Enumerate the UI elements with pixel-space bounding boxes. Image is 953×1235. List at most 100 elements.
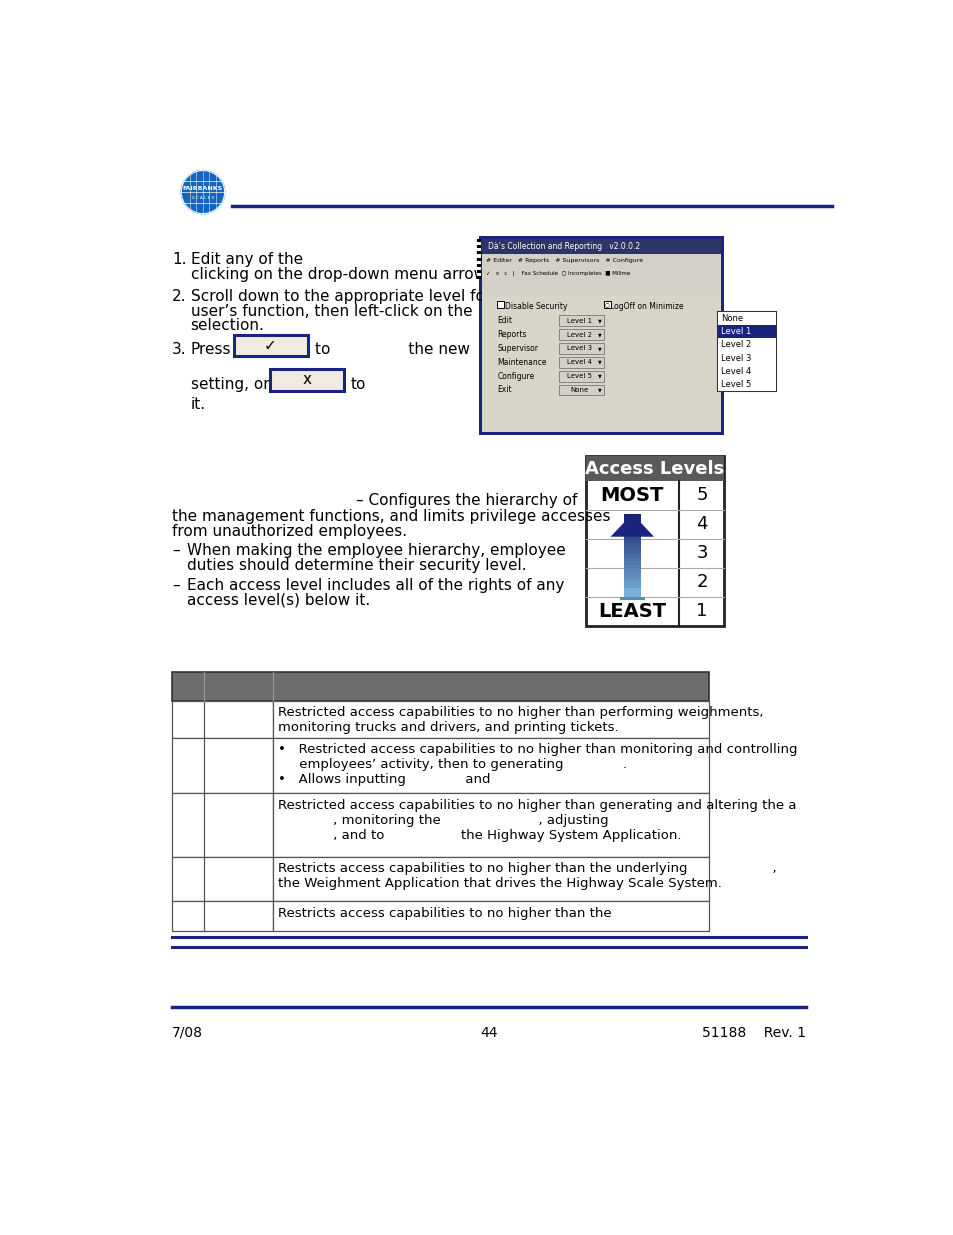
Bar — [172, 672, 708, 701]
Bar — [623, 579, 640, 583]
Text: ▼: ▼ — [598, 332, 601, 337]
Bar — [623, 588, 640, 590]
Bar — [623, 514, 640, 516]
Text: x: x — [302, 373, 311, 388]
Bar — [623, 588, 640, 598]
Bar — [623, 537, 640, 541]
Text: FAIRBANKS: FAIRBANKS — [183, 185, 223, 190]
Bar — [623, 516, 640, 519]
Text: selection.: selection. — [191, 319, 264, 333]
Text: Restricted access capabilities to no higher than performing weighments,
monitori: Restricted access capabilities to no hig… — [278, 706, 762, 735]
Bar — [623, 556, 640, 559]
Bar — [558, 330, 604, 340]
Bar — [717, 338, 775, 352]
Text: Level 4: Level 4 — [566, 359, 592, 366]
FancyBboxPatch shape — [233, 335, 307, 356]
Text: When making the employee hierarchy, employee: When making the employee hierarchy, empl… — [187, 543, 566, 558]
Bar — [558, 343, 604, 353]
Text: Level 1: Level 1 — [720, 327, 751, 336]
Text: 3: 3 — [696, 545, 707, 562]
Text: to: to — [350, 377, 365, 391]
Bar — [623, 548, 640, 551]
Text: 44: 44 — [479, 1026, 497, 1040]
Bar — [717, 364, 775, 378]
Text: user’s function, then left-click on the: user’s function, then left-click on the — [191, 304, 472, 319]
Bar — [204, 739, 273, 793]
Text: ▼: ▼ — [598, 346, 601, 351]
Bar — [273, 793, 708, 857]
Bar — [273, 902, 708, 930]
Bar — [623, 542, 640, 546]
Bar — [623, 558, 640, 562]
Text: Restricts access capabilities to no higher than the: Restricts access capabilities to no high… — [278, 906, 611, 920]
Bar — [623, 572, 640, 574]
Text: to                the new: to the new — [314, 342, 469, 357]
Bar — [717, 325, 775, 338]
Bar — [481, 240, 720, 431]
Text: LEAST: LEAST — [598, 601, 665, 621]
Text: Level 2: Level 2 — [566, 331, 592, 337]
Bar — [172, 902, 204, 930]
Text: 3.: 3. — [172, 342, 187, 357]
Text: 7/08: 7/08 — [172, 1026, 203, 1040]
FancyBboxPatch shape — [270, 369, 344, 390]
Text: Restricts access capabilities to no higher than the underlying                  : Restricts access capabilities to no high… — [278, 862, 776, 890]
Text: Edit: Edit — [497, 316, 512, 325]
Text: 4: 4 — [696, 515, 707, 534]
Text: 2: 2 — [696, 573, 707, 592]
Text: Level 1: Level 1 — [566, 317, 592, 324]
Bar — [717, 378, 775, 390]
Bar — [481, 282, 720, 295]
Bar — [172, 739, 204, 793]
Text: LogOff on Minimize: LogOff on Minimize — [609, 301, 682, 310]
Bar — [623, 524, 640, 527]
Text: Level 5: Level 5 — [720, 379, 751, 389]
Bar — [623, 577, 640, 580]
Bar — [623, 527, 640, 530]
Bar — [585, 456, 723, 626]
Text: from unauthorized employees.: from unauthorized employees. — [172, 524, 407, 538]
Bar — [623, 574, 640, 577]
Polygon shape — [610, 514, 654, 537]
Text: Level 3: Level 3 — [566, 346, 592, 352]
Text: 2.: 2. — [172, 289, 186, 304]
Bar — [623, 563, 640, 567]
Text: Edit any of the                                    by left-: Edit any of the by left- — [191, 252, 532, 267]
Bar — [623, 530, 640, 532]
Text: MOST: MOST — [600, 485, 663, 505]
Text: ✓   x   c   |    Fax Schedule  ○ Incompletes  ■ Millme: ✓ x c | Fax Schedule ○ Incompletes ■ Mil… — [485, 270, 629, 277]
Bar — [273, 739, 708, 793]
Bar — [623, 551, 640, 553]
Text: •   Restricted access capabilities to no higher than monitoring and controlling
: • Restricted access capabilities to no h… — [278, 743, 797, 787]
Bar — [172, 857, 204, 902]
Bar — [204, 701, 273, 739]
Text: ▼: ▼ — [598, 388, 601, 393]
Bar — [623, 561, 640, 564]
Bar — [623, 521, 640, 525]
Bar — [481, 254, 720, 266]
Bar — [717, 312, 775, 325]
Text: Exit: Exit — [497, 385, 512, 394]
Bar — [717, 352, 775, 364]
Text: access level(s) below it.: access level(s) below it. — [187, 593, 371, 608]
Text: Scroll down to the appropriate level for the: Scroll down to the appropriate level for… — [191, 289, 520, 304]
Bar — [623, 569, 640, 572]
Text: Maintenance: Maintenance — [497, 358, 546, 367]
Text: Configure: Configure — [497, 372, 534, 380]
Bar — [478, 236, 723, 435]
Text: 1.: 1. — [172, 252, 186, 267]
Text: Reports: Reports — [497, 330, 526, 340]
Text: Level 2: Level 2 — [720, 341, 751, 350]
Bar — [481, 266, 720, 282]
Text: duties should determine their security level.: duties should determine their security l… — [187, 558, 526, 573]
Text: ▼: ▼ — [598, 359, 601, 364]
Bar — [558, 384, 604, 395]
Text: Disable Security: Disable Security — [505, 301, 567, 310]
Text: – Configures the hierarchy of: – Configures the hierarchy of — [355, 493, 577, 508]
Bar — [172, 793, 204, 857]
Bar — [623, 532, 640, 535]
Bar — [619, 598, 644, 600]
Bar — [204, 902, 273, 930]
Text: Supervisor: Supervisor — [497, 343, 537, 353]
Bar — [623, 540, 640, 543]
